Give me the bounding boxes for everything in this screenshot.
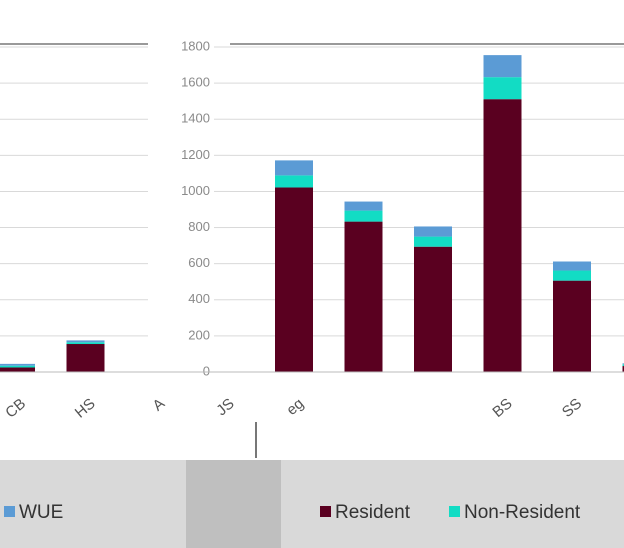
- bar-segment: [483, 77, 522, 100]
- y-tick-label: 1800: [181, 38, 210, 53]
- bar-segment: [275, 160, 313, 176]
- plot-area: CB HS A JS eg BS SS020040060080010001200140016…: [0, 38, 624, 422]
- bar-segment: [622, 363, 624, 365]
- overlay-panel: [148, 40, 230, 376]
- bar-segment: [66, 344, 105, 372]
- bar-segment: [275, 175, 313, 188]
- bar-segment: [0, 363, 35, 366]
- legend: WUE Resident Non-Resident: [4, 502, 581, 523]
- legend-label: WUE: [19, 502, 63, 523]
- bar-segment: [483, 99, 522, 373]
- y-tick-label: 600: [188, 255, 210, 270]
- bar-segment: [0, 365, 35, 368]
- bar-segment: [344, 201, 383, 211]
- legend-swatch: [4, 506, 15, 517]
- bar-segment: [622, 366, 624, 372]
- bar-segment: [275, 187, 313, 372]
- bar-segment: [66, 342, 105, 345]
- legend-swatch: [320, 506, 331, 517]
- y-tick-label: 400: [188, 291, 210, 306]
- bar-segment: [0, 367, 35, 372]
- y-tick-label: 0: [203, 363, 210, 378]
- bar-segment: [414, 246, 452, 372]
- y-tick-label: 1000: [181, 183, 210, 198]
- legend-swatch: [449, 506, 460, 517]
- bar-segment: [622, 364, 624, 367]
- y-tick-label: 1200: [181, 147, 210, 162]
- bar-segment: [483, 55, 522, 78]
- y-tick-label: 200: [188, 327, 210, 342]
- y-tick-label: 1600: [181, 75, 210, 90]
- bar-segment: [414, 236, 452, 247]
- y-tick-label: 800: [188, 219, 210, 234]
- bar-segment: [414, 226, 452, 237]
- legend-label: Resident: [335, 502, 411, 523]
- legend-area: [0, 460, 624, 548]
- bar-segment: [553, 280, 591, 372]
- y-tick-label: 1400: [181, 111, 210, 126]
- bar-segment: [553, 261, 591, 271]
- legend-block: [186, 460, 281, 548]
- bar-segment: [344, 221, 383, 372]
- legend-label: Non-Resident: [464, 502, 581, 523]
- bar-segment: [344, 210, 383, 222]
- bar-segment: [66, 340, 105, 343]
- bar-segment: [553, 270, 591, 281]
